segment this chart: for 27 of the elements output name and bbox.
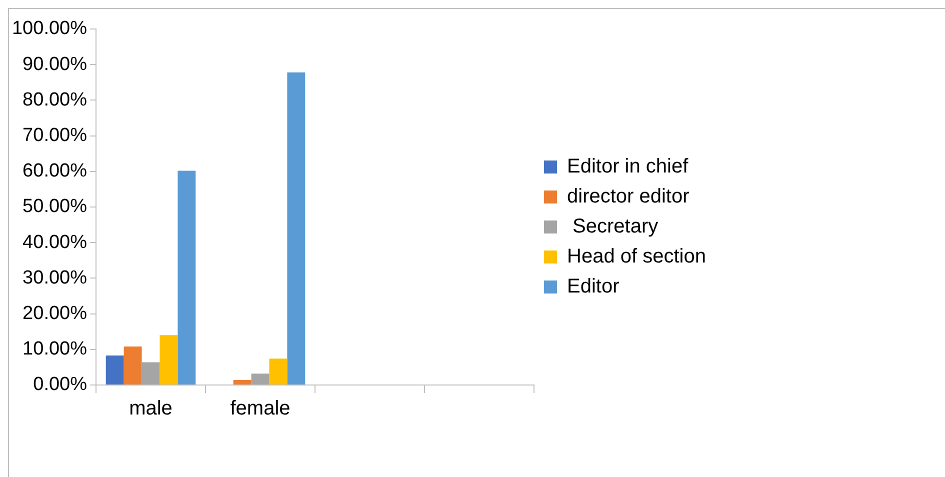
legend-label: Secretary — [567, 216, 658, 238]
y-tick-label: 10.00% — [22, 338, 88, 360]
y-tick-label: 60.00% — [22, 160, 88, 182]
y-tick-label: 100.00% — [12, 18, 88, 40]
legend-label: Head of section — [567, 246, 706, 268]
bar — [124, 346, 142, 384]
legend-label: Editor in chief — [567, 156, 689, 178]
bar — [251, 374, 270, 384]
x-tick-label: male — [129, 398, 172, 420]
y-tick-label: 0.00% — [33, 374, 88, 396]
y-tick-label: 30.00% — [22, 267, 88, 288]
bar — [269, 358, 288, 384]
legend-label: Editor — [567, 276, 620, 298]
bar — [178, 170, 196, 384]
y-tick-label: 20.00% — [22, 303, 88, 324]
bar — [160, 335, 178, 384]
bar — [287, 72, 306, 384]
bar — [233, 380, 252, 384]
y-tick-label: 50.00% — [22, 196, 88, 218]
bar — [142, 362, 160, 384]
bar — [106, 355, 124, 384]
x-tick-label: female — [230, 398, 290, 420]
y-tick-label: 40.00% — [22, 232, 88, 253]
y-tick-label: 80.00% — [22, 89, 88, 110]
legend-label: director editor — [567, 186, 690, 208]
y-tick-label: 90.00% — [22, 54, 88, 75]
y-tick-label: 70.00% — [22, 125, 88, 146]
